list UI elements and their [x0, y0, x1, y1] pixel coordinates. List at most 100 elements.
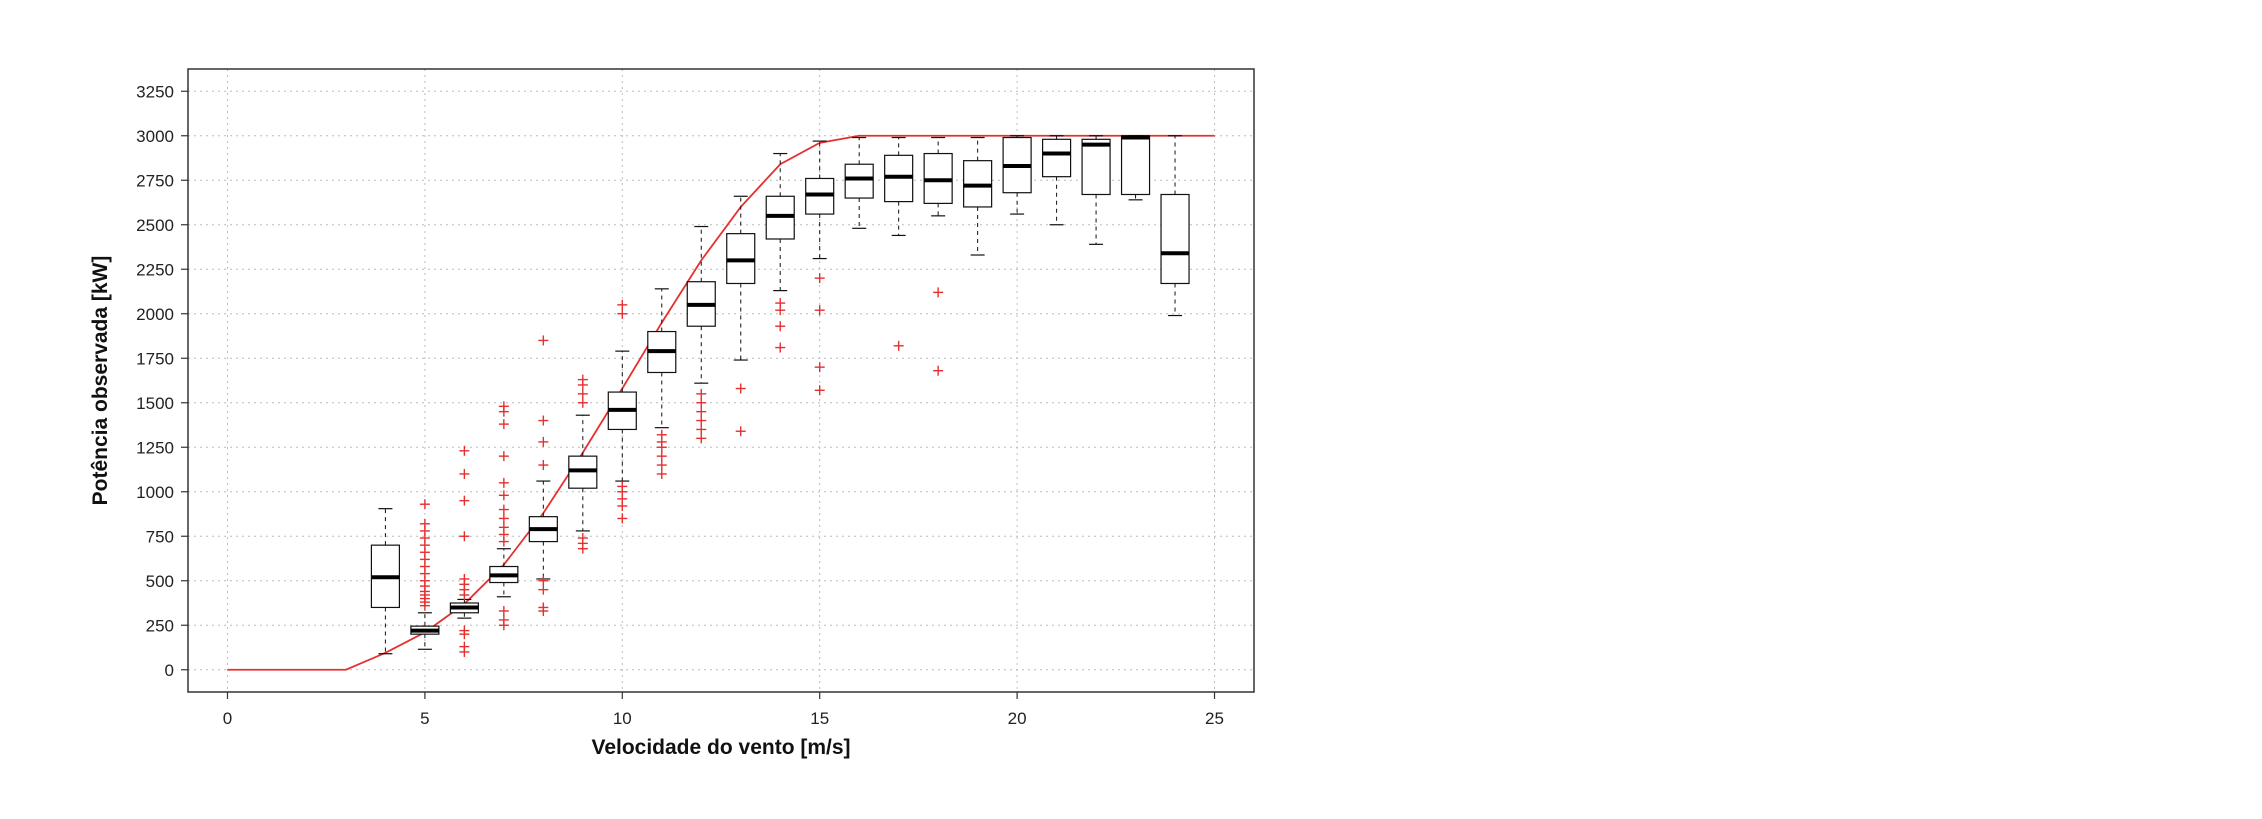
x-axis-ticks: 0 5 10 15 20 25 — [223, 692, 1224, 728]
outlier-point — [498, 522, 509, 533]
y-tick-label: 1500 — [136, 394, 174, 413]
y-tick-label: 2750 — [136, 171, 174, 190]
outlier-point — [893, 340, 904, 351]
outlier-point — [656, 429, 667, 440]
x-axis-title: Velocidade do vento [m/s] — [591, 736, 850, 759]
outlier-point — [538, 436, 549, 447]
outlier-point — [617, 308, 628, 319]
outlier-point — [538, 460, 549, 471]
x-tick-label: 10 — [613, 709, 632, 728]
y-tick-label: 250 — [146, 616, 174, 635]
x-tick-label: 0 — [223, 709, 232, 728]
outlier-point — [617, 513, 628, 524]
boxplot-21 — [1041, 135, 1072, 226]
boxplot-15 — [805, 140, 835, 260]
outlier-point — [498, 490, 509, 501]
boxplot-6 — [449, 598, 479, 619]
x-tick-label: 25 — [1205, 709, 1224, 728]
outlier-point — [498, 401, 509, 412]
box-iqr — [1081, 138, 1111, 196]
outlier-point — [933, 287, 944, 298]
outlier-point — [459, 531, 470, 542]
outlier-point — [577, 397, 588, 408]
boxplot-4 — [370, 508, 401, 655]
outlier-point — [419, 499, 430, 510]
x-tick-label: 5 — [420, 709, 429, 728]
boxplot-16 — [844, 136, 874, 229]
outlier-point — [735, 426, 746, 437]
boxplot-9 — [568, 414, 598, 532]
boxplot-7 — [489, 548, 519, 598]
boxplot-19 — [963, 136, 993, 256]
outlier-point — [538, 335, 549, 346]
outlier-point — [498, 614, 509, 625]
y-tick-label: 2250 — [136, 260, 174, 279]
outlier-point — [775, 298, 786, 309]
outlier-point — [538, 602, 549, 613]
y-tick-label: 2500 — [136, 216, 174, 235]
outlier-point — [696, 433, 707, 444]
boxplot-24 — [1160, 135, 1190, 317]
outlier-point — [498, 477, 509, 488]
outlier-point — [656, 460, 667, 471]
boxplot-12 — [686, 225, 716, 384]
boxplot-17 — [884, 136, 914, 237]
y-axis-title: Potência observada [kW] — [89, 256, 112, 506]
outlier-point — [498, 606, 509, 617]
boxplot-8 — [528, 480, 558, 580]
outlier-point — [735, 383, 746, 394]
outlier-point — [538, 584, 549, 595]
y-axis-ticks: 0 250 500 750 1000 1250 1500 1750 2000 2250 2500 27… — [136, 82, 188, 680]
x-tick-label: 15 — [810, 709, 829, 728]
outlier-point — [696, 424, 707, 435]
outlier-point — [419, 518, 430, 529]
y-tick-label: 500 — [146, 572, 174, 591]
outlier-point — [775, 342, 786, 353]
box-iqr — [1160, 193, 1190, 285]
outlier-point — [656, 468, 667, 479]
outlier-point — [617, 299, 628, 310]
outlier-point — [577, 533, 588, 544]
outlier-point — [814, 362, 825, 373]
outlier-point — [459, 495, 470, 506]
outlier-point — [696, 397, 707, 408]
outlier-point — [656, 451, 667, 462]
plot-frame — [187, 68, 1255, 693]
outlier-point — [577, 388, 588, 399]
boxplot-14 — [765, 152, 795, 292]
outlier-point — [814, 273, 825, 284]
y-tick-label: 1000 — [136, 483, 174, 502]
boxplot-23 — [1120, 135, 1151, 201]
outlier-point — [538, 575, 549, 586]
boxplot-13 — [726, 195, 756, 361]
outlier-point — [696, 415, 707, 426]
boxplot-20 — [1002, 135, 1032, 215]
box-iqr — [1120, 135, 1151, 196]
boxplot-10 — [607, 350, 637, 482]
boxplot-22 — [1081, 135, 1111, 245]
outlier-point — [498, 419, 509, 430]
outlier-point — [459, 573, 470, 584]
outlier-point — [696, 388, 707, 399]
outlier-point — [775, 321, 786, 332]
outlier-point — [498, 451, 509, 462]
y-tick-label: 3000 — [136, 127, 174, 146]
outlier-point — [814, 385, 825, 396]
outlier-point — [459, 468, 470, 479]
outlier-point — [498, 513, 509, 524]
y-tick-label: 2000 — [136, 305, 174, 324]
boxplot-11 — [647, 288, 677, 429]
outlier-point — [459, 445, 470, 456]
box-iqr — [1041, 138, 1072, 178]
outlier-point — [617, 481, 628, 492]
outlier-point — [814, 305, 825, 316]
outlier-point — [696, 406, 707, 417]
outlier-point — [538, 415, 549, 426]
y-tick-label: 1250 — [136, 438, 174, 457]
outlier-point — [498, 504, 509, 515]
outlier-series — [419, 273, 944, 657]
x-tick-label: 20 — [1008, 709, 1027, 728]
box-iqr — [844, 163, 874, 199]
boxplot-series — [370, 135, 1190, 655]
